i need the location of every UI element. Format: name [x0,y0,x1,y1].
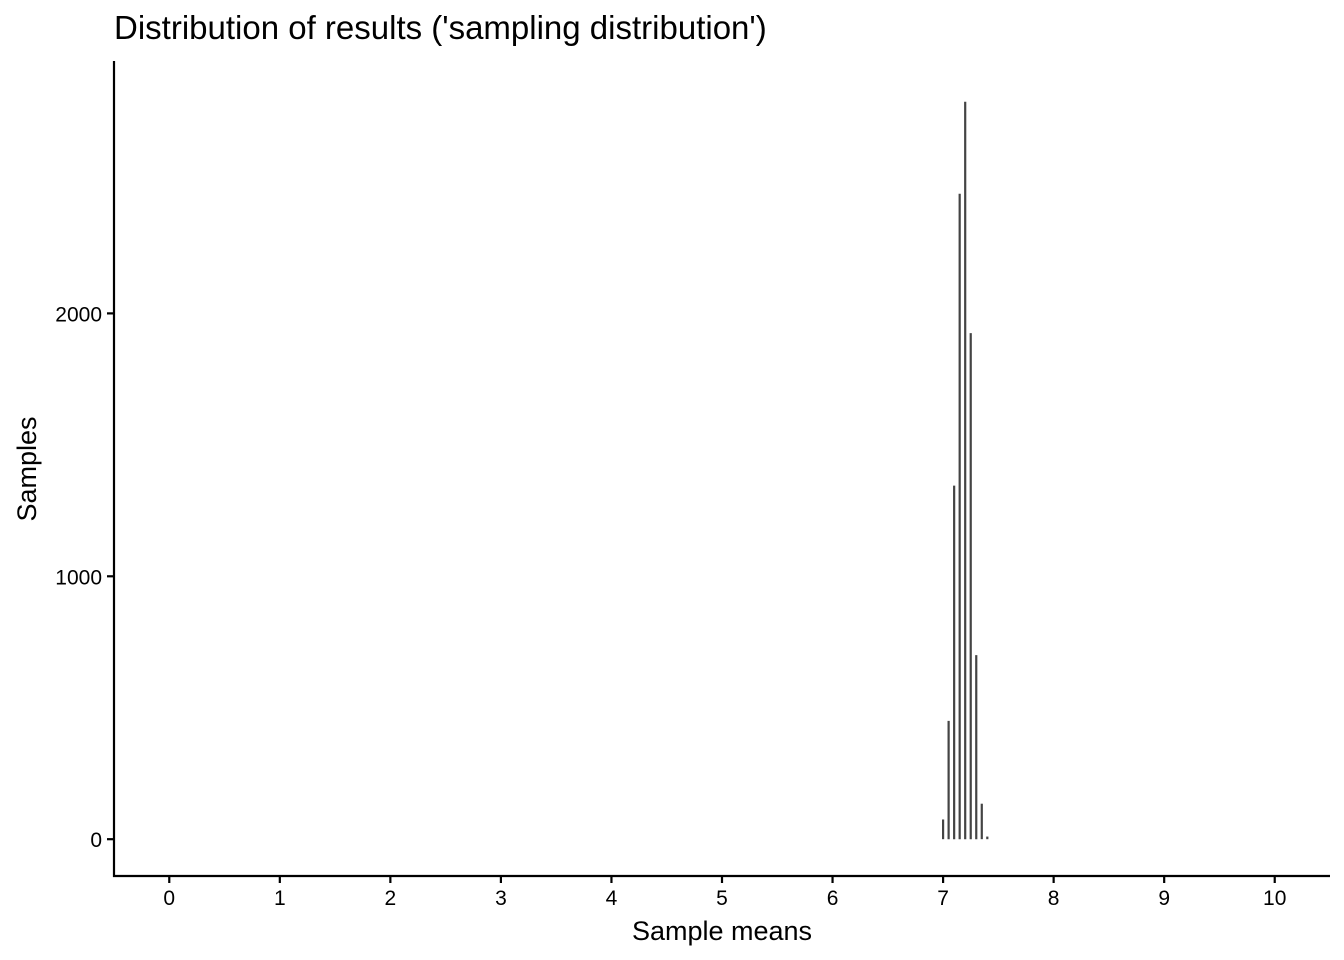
x-tick-label: 4 [606,887,618,910]
x-axis-ticks: 0 1 2 3 4 5 6 7 8 9 10 [163,876,1286,910]
x-tick-label: 2 [385,887,397,910]
x-tick-label: 10 [1263,887,1286,910]
histogram-bars [941,101,989,840]
y-axis-label: Samples [12,416,42,521]
x-tick-label: 8 [1048,887,1060,910]
x-tick-label: 6 [827,887,839,910]
y-axis-ticks: 0 1000 2000 [55,303,114,852]
x-tick-label: 7 [937,887,949,910]
y-tick-label: 2000 [55,303,102,326]
x-tick-label: 0 [163,887,175,910]
y-tick-label: 0 [90,829,102,852]
x-tick-label: 9 [1158,887,1170,910]
x-tick-label: 1 [274,887,286,910]
x-tick-label: 3 [495,887,507,910]
y-tick-label: 1000 [55,566,102,589]
x-axis-label: Sample means [632,916,812,946]
x-tick-label: 5 [716,887,728,910]
chart-title: Distribution of results ('sampling distr… [114,9,767,46]
plot-area: 0 1 2 3 4 5 6 7 8 9 10 0 1000 2000 [55,61,1330,910]
